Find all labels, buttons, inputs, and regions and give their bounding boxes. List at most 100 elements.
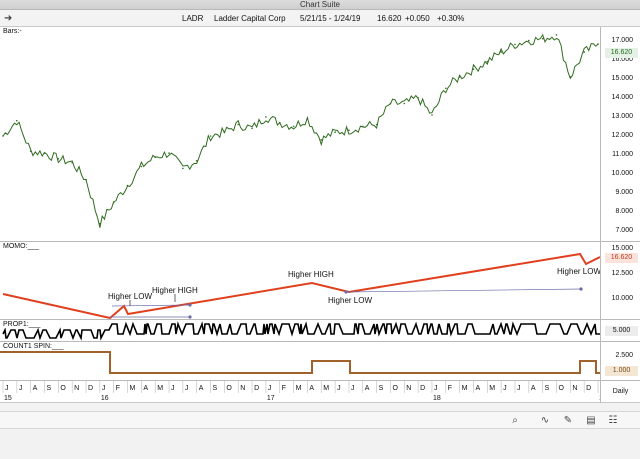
month-tick-label: S <box>47 385 52 392</box>
momo-line <box>2 252 600 319</box>
trendline-3 <box>345 288 582 293</box>
month-tick-label: J <box>185 385 189 392</box>
period-selector[interactable]: Daily <box>600 381 640 403</box>
price-point <box>555 34 558 36</box>
count1-scale[interactable]: 2.500 1.000 <box>600 342 640 380</box>
company-name: Ladder Capital Corp <box>214 14 286 23</box>
price-tick: 13.000 <box>611 113 633 120</box>
month-tick-label: A <box>475 385 480 392</box>
month-tick-label: N <box>572 385 577 392</box>
book-icon[interactable]: ☷ <box>608 415 618 426</box>
price-point <box>112 201 115 204</box>
bars-pane[interactable]: Bars:- 17.000 16.000 15.000 14.000 13.00… <box>0 27 640 242</box>
month-tick-label: A <box>33 385 38 392</box>
prop1-scale[interactable]: 5.000 <box>600 320 640 341</box>
prop1-pane[interactable]: PROP1:___ 5.000 <box>0 320 640 342</box>
price-point <box>278 121 281 124</box>
price-chart[interactable] <box>0 27 600 241</box>
price-tick: 11.000 <box>612 151 633 158</box>
year-tick-label: 16 <box>101 395 109 402</box>
price-point <box>541 37 544 40</box>
price-point <box>514 43 516 46</box>
month-tick-label: M <box>323 385 329 392</box>
price-tick: 17.000 <box>611 37 633 44</box>
month-tick-label: A <box>199 385 204 392</box>
price-point <box>140 165 143 168</box>
price-point <box>417 97 419 99</box>
price-change-percent: +0.30% <box>437 14 465 23</box>
annotation-higher-low-3: Higher LOW <box>557 267 600 276</box>
trendline-point <box>344 290 348 294</box>
month-tick-label: J <box>171 385 175 392</box>
month-tick-label: M <box>130 385 136 392</box>
month-tick-label: F <box>282 385 286 392</box>
month-tick-label: J <box>351 385 355 392</box>
month-tick-label: J <box>503 385 507 392</box>
month-tick-label: J <box>337 385 341 392</box>
prop1-line <box>2 321 600 341</box>
month-tick-label: F <box>116 385 120 392</box>
price-point <box>29 150 32 152</box>
prop1-chart[interactable] <box>0 320 600 341</box>
price-point <box>154 156 156 158</box>
price-point <box>362 125 364 128</box>
price-tick: 10.000 <box>611 170 633 177</box>
price-point <box>334 131 336 133</box>
month-tick-label: D <box>420 385 425 392</box>
price-point <box>348 129 350 131</box>
price-point <box>43 152 46 154</box>
price-point <box>195 159 198 162</box>
trendline-1 <box>111 304 191 307</box>
arrow-right-icon[interactable]: ➜ <box>4 13 13 24</box>
month-tick-label: A <box>531 385 536 392</box>
bottom-toolbar: ⌕ ∿ ✎ ▤ ☷ <box>0 403 640 459</box>
count1-last-value-badge: 1.000 <box>605 366 638 376</box>
momo-scale[interactable]: 15.000 12.500 10.000 16.620 <box>600 242 640 319</box>
month-tick-label: J <box>5 385 9 392</box>
momo-chart[interactable]: Higher LOW Higher HIGH Higher HIGH Highe… <box>0 242 600 319</box>
year-tick-label: 19 <box>599 395 600 402</box>
price-point <box>403 102 406 105</box>
price-point <box>2 135 4 137</box>
price-tick: 9.000 <box>615 189 633 196</box>
trendline-point <box>188 315 192 319</box>
momo-tick: 10.000 <box>611 295 633 302</box>
price-point <box>126 184 129 187</box>
month-tick-label: M <box>296 385 302 392</box>
layout-icon[interactable]: ▤ <box>586 415 596 426</box>
count1-line <box>0 351 600 374</box>
count1-pane[interactable]: COUNT1 SPIN:___ 2.500 1.000 <box>0 342 640 381</box>
annotation-higher-low-1: Higher LOW <box>108 292 152 301</box>
line-chart-icon[interactable]: ∿ <box>540 415 550 426</box>
month-tick-label: J <box>102 385 106 392</box>
price-point <box>500 51 502 53</box>
draw-icon[interactable]: ✎ <box>563 415 573 426</box>
price-point <box>486 60 489 63</box>
month-tick-label: A <box>143 385 148 392</box>
month-tick-label: O <box>558 385 564 392</box>
momo-pane[interactable]: Higher LOW Higher HIGH Higher HIGH Highe… <box>0 242 640 320</box>
count1-chart[interactable] <box>0 342 600 380</box>
month-tick-label: O <box>392 385 398 392</box>
price-point <box>15 119 18 122</box>
momo-pane-label: MOMO:___ <box>3 243 40 250</box>
price-point <box>389 102 392 105</box>
date-range: 5/21/15 - 1/24/19 <box>300 14 361 23</box>
price-point <box>209 135 212 137</box>
month-tick-label: S <box>379 385 384 392</box>
prop1-pane-label: PROP1:___ <box>3 321 41 328</box>
window-titlebar: Chart Suite <box>0 0 640 10</box>
price-point <box>182 167 184 170</box>
price-tick: 16.000 <box>611 56 633 63</box>
month-tick-label: A <box>365 385 370 392</box>
month-tick-label: S <box>545 385 550 392</box>
symbol-label[interactable]: LADR <box>182 14 204 23</box>
search-icon[interactable]: ⌕ <box>512 415 518 426</box>
month-tick-label: M <box>489 385 495 392</box>
annotation-higher-high-1: Higher HIGH <box>152 286 198 295</box>
month-tick-label: F <box>448 385 452 392</box>
bars-price-scale[interactable]: 17.000 16.000 15.000 14.000 13.000 12.00… <box>600 27 640 241</box>
price-point <box>472 68 475 70</box>
month-tick-label: D <box>88 385 93 392</box>
